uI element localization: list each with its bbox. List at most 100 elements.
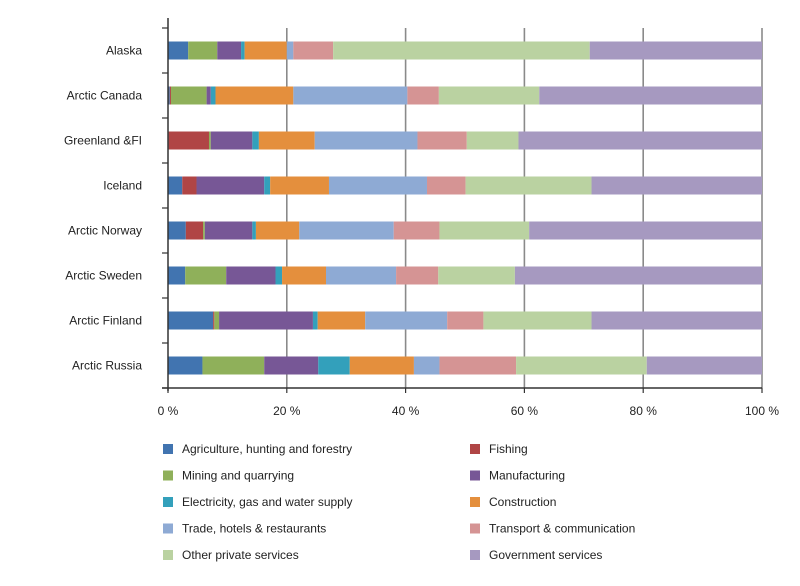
legend-swatch — [470, 497, 480, 507]
bar-segment — [426, 176, 466, 195]
legend-swatch — [470, 523, 480, 534]
bar-segment — [539, 86, 762, 105]
legend-label: Fishing — [489, 442, 528, 456]
x-tick-label: 100 % — [745, 404, 779, 418]
bar-segment — [333, 41, 590, 60]
bar-segment — [591, 311, 762, 330]
bar-segment — [264, 356, 319, 375]
bar-segment — [196, 176, 265, 195]
bar-segment — [215, 86, 294, 105]
bar-segment — [326, 266, 397, 285]
bar-segment — [589, 41, 762, 60]
bar-segment — [396, 266, 439, 285]
bar-segment — [417, 131, 467, 150]
bar-segment — [317, 311, 366, 330]
bar-segment — [439, 221, 530, 240]
bar-segment — [270, 176, 329, 195]
bar-segment — [312, 311, 318, 330]
bar-segment — [170, 86, 207, 105]
bar-segment — [168, 221, 186, 240]
bar-segment — [518, 131, 762, 150]
bar-segment — [210, 131, 253, 150]
bar-segment — [204, 221, 253, 240]
bar-segment — [168, 311, 214, 330]
bar-segment — [264, 176, 271, 195]
bar-segment — [185, 221, 204, 240]
bar-segment — [286, 41, 294, 60]
bar-segment — [252, 221, 256, 240]
bar-segment — [293, 86, 408, 105]
x-tick-label: 0 % — [158, 404, 179, 418]
bar-segment — [349, 356, 414, 375]
bar-segment — [168, 41, 189, 60]
bar-segment — [182, 176, 197, 195]
bar-segment — [365, 311, 448, 330]
bar-segment — [168, 356, 203, 375]
bar-segment — [202, 356, 265, 375]
legend-swatch — [163, 497, 173, 507]
bar-segment — [168, 176, 183, 195]
legend-label: Agriculture, hunting and forestry — [182, 442, 352, 456]
bar-segment — [188, 41, 218, 60]
bar-segment — [255, 221, 300, 240]
x-tick-label: 60 % — [511, 404, 539, 418]
bar-segment — [241, 41, 245, 60]
bar-segment — [244, 41, 287, 60]
legend-label: Manufacturing — [489, 469, 565, 483]
category-label: Arctic Russia — [72, 359, 142, 373]
x-tick-label: 20 % — [273, 404, 301, 418]
bar-segment — [213, 311, 215, 330]
category-label: Arctic Finland — [69, 314, 142, 328]
bar-segment — [514, 266, 762, 285]
x-tick-label: 40 % — [392, 404, 420, 418]
bar-segment — [168, 86, 170, 105]
bar-segment — [168, 266, 186, 285]
legend-label: Transport & communication — [489, 522, 635, 536]
bar-segment — [407, 86, 439, 105]
bar-segment — [210, 86, 216, 105]
legend-swatch — [470, 470, 480, 481]
legend-label: Electricity, gas and water supply — [182, 495, 353, 509]
bar-segment — [226, 266, 276, 285]
category-label: Greenland &FI — [64, 134, 142, 148]
bar-segment — [466, 131, 519, 150]
legend-swatch — [470, 444, 480, 454]
bar-segment — [439, 356, 517, 375]
bar-segment — [252, 131, 259, 150]
category-label: Arctic Norway — [68, 224, 142, 238]
bar-segment — [393, 221, 440, 240]
legend-label: Other private services — [182, 548, 299, 562]
category-label: Alaska — [106, 44, 142, 58]
bar-segment — [219, 311, 313, 330]
bar-segment — [206, 86, 211, 105]
x-tick-label: 80 % — [630, 404, 658, 418]
legend-label: Trade, hotels & restaurants — [182, 522, 326, 536]
legend-label: Construction — [489, 495, 556, 509]
bar-segment — [299, 221, 394, 240]
bar-segment — [168, 131, 209, 150]
legend-label: Mining and quarrying — [182, 469, 294, 483]
bar-segment — [169, 86, 171, 105]
bar-segment — [328, 176, 427, 195]
bar-segment — [483, 311, 592, 330]
legend-swatch — [163, 550, 173, 560]
bar-segment — [217, 41, 242, 60]
bar-segment — [447, 311, 484, 330]
bar-segment — [646, 356, 762, 375]
bar-segment — [438, 266, 515, 285]
bar-segment — [208, 131, 211, 150]
bar-segment — [214, 311, 220, 330]
category-label: Arctic Canada — [67, 89, 143, 103]
bar-segment — [413, 356, 440, 375]
bar-segment — [282, 266, 327, 285]
category-label: Arctic Sweden — [65, 269, 142, 283]
bar-segment — [529, 221, 762, 240]
legend-swatch — [470, 550, 480, 560]
legend-swatch — [163, 470, 173, 481]
bar-segment — [591, 176, 762, 195]
bar-segment — [314, 131, 418, 150]
bar-segment — [318, 356, 350, 375]
bar-segment — [203, 221, 205, 240]
